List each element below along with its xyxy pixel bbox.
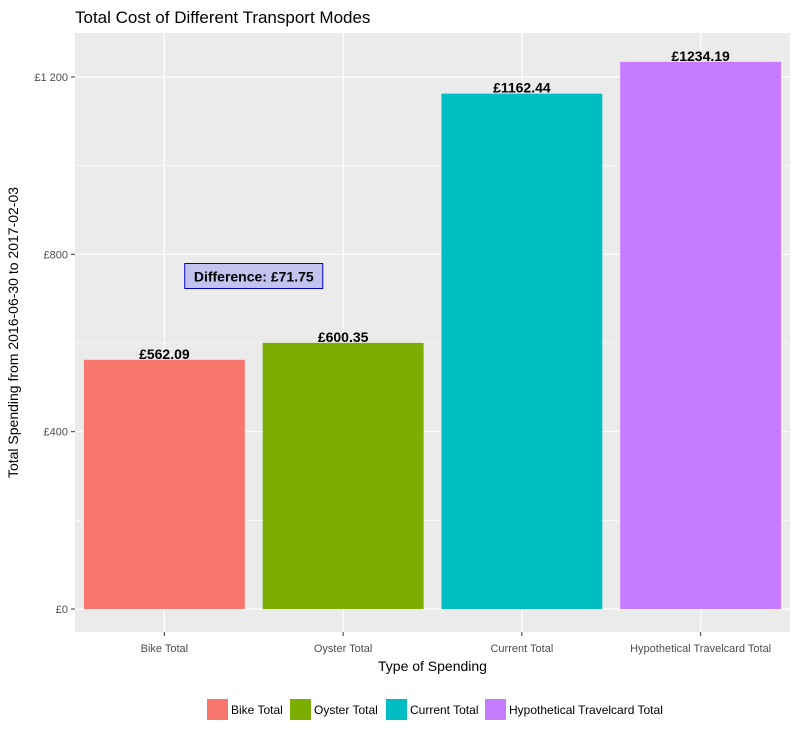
legend: Bike Total Oyster Total Current Total Hypot… bbox=[207, 699, 663, 720]
bar-value-label: £1162.44 bbox=[493, 80, 551, 96]
x-axis-ticks: Bike Total Oyster Total Current Total Hypot… bbox=[141, 632, 771, 655]
bar-value-label: £600.35 bbox=[318, 329, 369, 345]
y-tick-label: £800 bbox=[44, 249, 68, 261]
legend-swatch bbox=[386, 699, 407, 720]
y-tick-label: £0 bbox=[56, 604, 68, 616]
y-axis-ticks: £0 £400 £800 £1 200 bbox=[34, 72, 75, 616]
x-tick-label: Oyster Total bbox=[314, 643, 373, 655]
legend-swatch bbox=[207, 699, 228, 720]
bars bbox=[83, 61, 782, 610]
x-tick-label: Current Total bbox=[490, 643, 553, 655]
legend-swatch bbox=[485, 699, 506, 720]
bar-3 bbox=[441, 93, 603, 609]
y-tick-label: £400 bbox=[44, 427, 68, 439]
y-axis-title: Total Spending from 2016-06-30 to 2017-0… bbox=[5, 187, 21, 478]
bar-value-label: £1234.19 bbox=[671, 48, 730, 64]
bar-value-label: £562.09 bbox=[139, 346, 190, 362]
chart-title: Total Cost of Different Transport Modes bbox=[75, 8, 370, 27]
difference-annotation: Difference: £71.75 bbox=[184, 263, 324, 289]
x-tick-label: Bike Total bbox=[141, 643, 189, 655]
bar-1 bbox=[83, 359, 245, 609]
legend-label: Hypothetical Travelcard Total bbox=[509, 703, 663, 717]
legend-swatch bbox=[290, 699, 311, 720]
annotation-text: Difference: £71.75 bbox=[194, 269, 314, 285]
x-axis-title: Type of Spending bbox=[378, 658, 487, 674]
y-tick-label: £1 200 bbox=[34, 72, 68, 84]
x-tick-label: Hypothetical Travelcard Total bbox=[630, 643, 771, 655]
legend-label: Current Total bbox=[410, 703, 478, 717]
bar-2 bbox=[262, 342, 424, 609]
bar-value-labels: £562.09 £600.35 £1162.44 £1234.19 bbox=[139, 48, 730, 362]
bar-4 bbox=[620, 61, 782, 610]
annotation-box bbox=[184, 263, 324, 289]
legend-label: Oyster Total bbox=[314, 703, 378, 717]
legend-label: Bike Total bbox=[231, 703, 283, 717]
